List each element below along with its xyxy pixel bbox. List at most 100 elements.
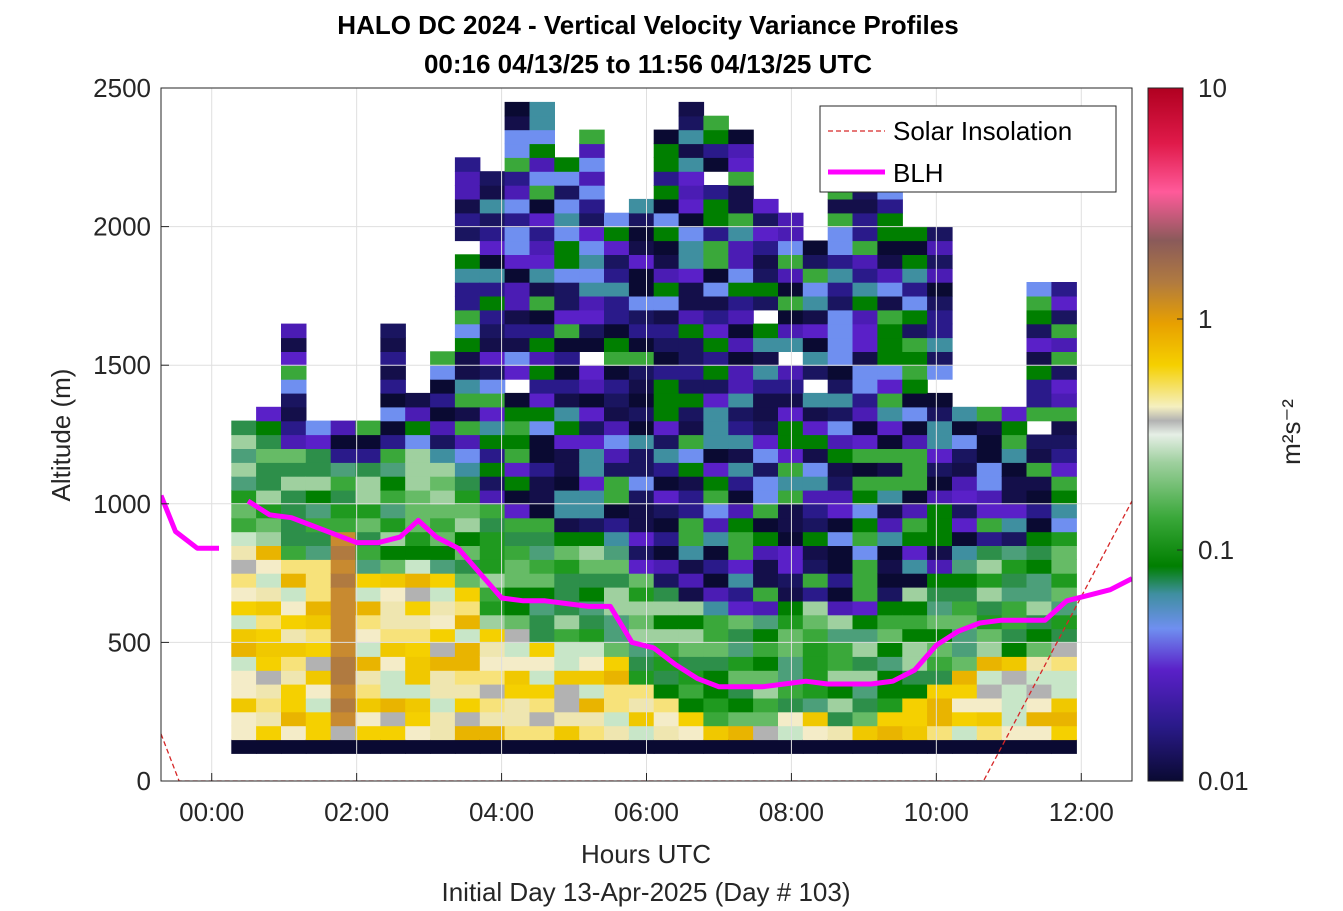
- heatmap-cell: [877, 365, 903, 380]
- heatmap-cell: [454, 656, 481, 671]
- heatmap-cell: [504, 171, 531, 186]
- heatmap-cell: [504, 101, 531, 117]
- heatmap-cell: [380, 323, 406, 339]
- heatmap-cell: [604, 392, 630, 408]
- heatmap-cell: [877, 587, 903, 602]
- heatmap-cell: [305, 545, 332, 560]
- heatmap-cell: [256, 628, 282, 643]
- heatmap-cell: [703, 573, 729, 588]
- heatmap-cell: [852, 351, 878, 366]
- heatmap-cell: [579, 143, 605, 158]
- heatmap-cell: [479, 171, 506, 186]
- heatmap-cell: [1051, 365, 1077, 380]
- heatmap-cell: [504, 337, 531, 352]
- heatmap-cell: [380, 559, 406, 574]
- heatmap-cell: [852, 517, 878, 533]
- heatmap-cell: [529, 392, 555, 408]
- heatmap-cell: [281, 531, 307, 546]
- heatmap-cell: [802, 587, 829, 602]
- heatmap-cell: [728, 587, 754, 602]
- heatmap-cell: [728, 171, 754, 186]
- heatmap-cell: [454, 517, 481, 533]
- heatmap-cell: [454, 531, 481, 546]
- heatmap-cell: [1026, 628, 1052, 643]
- heatmap-cell: [678, 282, 705, 297]
- heatmap-cell: [504, 365, 531, 380]
- heatmap-cell: [529, 212, 555, 228]
- heatmap-cell: [604, 434, 630, 449]
- x-axis: 00:00 02:00 04:00 06:00 08:00 10:00 12:00: [179, 773, 1114, 827]
- heatmap-cell: [604, 226, 630, 242]
- heatmap-cell: [628, 254, 655, 269]
- heatmap-cell: [827, 406, 854, 422]
- heatmap-cell: [852, 420, 878, 436]
- heatmap-cell: [902, 351, 928, 366]
- heatmap-cell: [1026, 489, 1052, 505]
- heatmap-cell: [504, 573, 531, 588]
- heatmap-cell: [479, 489, 506, 505]
- heatmap-cell: [728, 143, 754, 158]
- heatmap-cell: [380, 711, 406, 727]
- heatmap-cell: [430, 420, 456, 436]
- heatmap-cell: [877, 489, 903, 505]
- heatmap-cell: [430, 656, 456, 671]
- heatmap-cell: [852, 198, 878, 214]
- heatmap-cell: [380, 476, 406, 491]
- heatmap-cell: [827, 379, 854, 394]
- heatmap-cell: [330, 656, 357, 671]
- heatmap-cell: [653, 697, 680, 713]
- heatmap-cell: [529, 337, 555, 352]
- heatmap-cell: [529, 462, 555, 477]
- heatmap-cell: [678, 545, 705, 560]
- heatmap-cell: [554, 503, 580, 519]
- heatmap-cell: [579, 489, 605, 505]
- heatmap-cell: [678, 171, 705, 186]
- heatmap-cell: [753, 226, 779, 242]
- heatmap-cell: [628, 725, 655, 741]
- heatmap-cell: [529, 115, 555, 131]
- heatmap-cell: [902, 309, 928, 325]
- heatmap-cell: [678, 379, 705, 394]
- heatmap-cell: [778, 587, 804, 602]
- heatmap-cell: [802, 711, 829, 727]
- heatmap-cell: [827, 656, 854, 671]
- heatmap-cell: [554, 725, 580, 741]
- heatmap-cell: [753, 434, 779, 449]
- heatmap-cell: [579, 337, 605, 352]
- heatmap-cell: [430, 379, 456, 394]
- heatmap-cell: [703, 517, 729, 533]
- heatmap-cell: [827, 545, 854, 560]
- heatmap-cell: [877, 448, 903, 463]
- heatmap-cell: [976, 684, 1003, 699]
- heatmap-cell: [852, 614, 878, 630]
- heatmap-cell: [952, 656, 978, 671]
- heatmap-cell: [753, 642, 779, 657]
- heatmap-cell: [529, 725, 555, 741]
- heatmap-cell: [653, 129, 680, 145]
- heatmap-cell: [405, 587, 431, 602]
- heatmap-cell: [1026, 587, 1052, 602]
- y-axis: 0 500 1000 1500 2000 2500: [93, 73, 169, 796]
- heatmap-cell: [579, 406, 605, 422]
- heatmap-cell: [1026, 503, 1052, 519]
- heatmap-cell: [504, 240, 531, 255]
- heatmap-cell: [703, 212, 729, 228]
- heatmap-cell: [703, 489, 729, 505]
- heatmap-cell: [728, 725, 754, 741]
- heatmap-cell: [703, 115, 729, 131]
- heatmap-cell: [479, 739, 506, 754]
- heatmap-cell: [728, 337, 754, 352]
- heatmap-cell: [454, 254, 481, 269]
- heatmap-cell: [281, 545, 307, 560]
- heatmap-cell: [355, 462, 381, 477]
- heatmap-cell: [976, 517, 1003, 533]
- heatmap-cell: [430, 670, 456, 685]
- heatmap-cell: [1051, 406, 1077, 422]
- heatmap-cell: [802, 448, 829, 463]
- heatmap-cell: [1001, 697, 1028, 713]
- heatmap-cell: [728, 129, 754, 145]
- heatmap-cell: [554, 254, 580, 269]
- heatmap-cell: [778, 309, 804, 325]
- heatmap-cell: [256, 448, 282, 463]
- heatmap-cell: [529, 670, 555, 685]
